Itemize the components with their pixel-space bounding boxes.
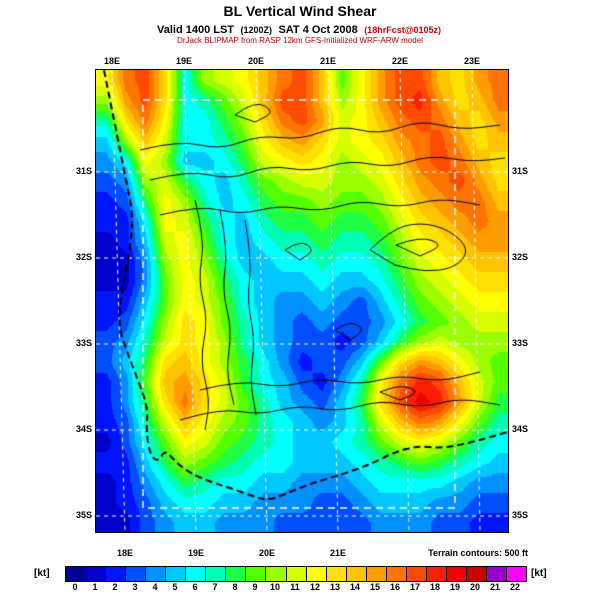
lon-label-bottom-18E: 18E	[116, 548, 133, 558]
colorbar-tick-3: 3	[132, 582, 138, 592]
colorbar-block-10	[266, 567, 287, 581]
colorbar-block-11	[286, 567, 307, 581]
lat-label-right-34S: 34S	[512, 424, 529, 434]
lat-label-left-33S: 33S	[75, 338, 92, 348]
colorbar-block-3	[126, 567, 147, 581]
valid-time-line: Valid 1400 LST (1200Z) SAT 4 Oct 2008 (1…	[0, 20, 600, 38]
colorbar-tick-12: 12	[309, 582, 320, 592]
colorbar-tick-0: 0	[72, 582, 78, 592]
colorbar-tick-20: 20	[469, 582, 480, 592]
valid-utc-text: (1200Z)	[240, 25, 272, 35]
colorbar-block-9	[246, 567, 267, 581]
lon-label-bottom-19E: 19E	[187, 548, 204, 558]
colorbar-block-0	[66, 567, 87, 581]
lon-label-top-21E: 21E	[319, 56, 336, 66]
colorbar-tick-8: 8	[232, 582, 238, 592]
colorbar-tick-9: 9	[252, 582, 258, 592]
lon-label-top-18E: 18E	[103, 56, 120, 66]
colorbar-tick-15: 15	[369, 582, 380, 592]
colorbar-block-17	[406, 567, 427, 581]
colorbar-block-15	[366, 567, 387, 581]
page-title: BL Vertical Wind Shear	[223, 3, 377, 19]
colorbar-tick-17: 17	[409, 582, 420, 592]
unit-label-right: [kt]	[531, 568, 547, 579]
colorbar-tick-18: 18	[429, 582, 440, 592]
colorbar-block-4	[146, 567, 167, 581]
colorbar-block-12	[306, 567, 327, 581]
lon-label-top-20E: 20E	[247, 56, 264, 66]
colorbar-block-1	[86, 567, 107, 581]
colorbar-block-5	[166, 567, 187, 581]
colorbar-block-19	[446, 567, 467, 581]
colorbar-tick-4: 4	[152, 582, 158, 592]
colorbar-block-20	[466, 567, 487, 581]
colorbar-block-16	[386, 567, 407, 581]
colorbar-tick-1: 1	[92, 582, 98, 592]
lon-label-bottom-20E: 20E	[258, 548, 275, 558]
lon-label-bottom-21E: 21E	[329, 548, 346, 558]
windshear-field-canvas	[96, 70, 508, 532]
lat-label-left-34S: 34S	[75, 424, 92, 434]
colorbar-tick-11: 11	[290, 582, 300, 592]
colorbar-tick-13: 13	[329, 582, 340, 592]
colorbar-tick-2: 2	[112, 582, 118, 592]
colorbar-tick-21: 21	[489, 582, 500, 592]
colorbar-tick-6: 6	[192, 582, 198, 592]
colorbar-tick-22: 22	[509, 582, 520, 592]
lat-label-left-32S: 32S	[75, 252, 92, 262]
lat-label-left-35S: 35S	[75, 510, 92, 520]
colorbar-block-22	[507, 567, 527, 581]
colorbar	[65, 566, 527, 582]
unit-label-left: [kt]	[34, 568, 50, 579]
colorbar-block-21	[486, 567, 508, 581]
colorbar-block-14	[346, 567, 367, 581]
colorbar-block-18	[426, 567, 447, 581]
terrain-contours-note: Terrain contours: 500 ft	[428, 548, 528, 558]
colorbar-block-2	[106, 567, 127, 581]
lat-label-right-33S: 33S	[512, 338, 529, 348]
lat-label-right-31S: 31S	[512, 166, 529, 176]
lon-label-top-19E: 19E	[175, 56, 192, 66]
colorbar-block-7	[206, 567, 227, 581]
lon-label-top-22E: 22E	[391, 56, 408, 66]
colorbar-tick-16: 16	[389, 582, 400, 592]
forecast-note-text: (18hrFcst@0105z)	[364, 25, 441, 35]
valid-time-text: Valid 1400 LST	[156, 24, 235, 36]
lat-label-right-35S: 35S	[512, 510, 529, 520]
colorbar-tick-10: 10	[269, 582, 280, 592]
colorbar-tick-7: 7	[212, 582, 218, 592]
colorbar-block-6	[186, 567, 207, 581]
valid-date-text: SAT 4 Oct 2008	[278, 24, 358, 36]
lon-label-top-23E: 23E	[463, 56, 480, 66]
lat-label-right-32S: 32S	[512, 252, 529, 262]
colorbar-tick-19: 19	[449, 582, 460, 592]
lat-label-left-31S: 31S	[75, 166, 92, 176]
colorbar-tick-5: 5	[172, 582, 178, 592]
model-credit-line: DrJack BLIPMAP from RASP 12km GFS-Initia…	[177, 36, 423, 45]
colorbar-tick-14: 14	[349, 582, 360, 592]
map-frame	[95, 69, 509, 533]
colorbar-block-8	[226, 567, 247, 581]
colorbar-block-13	[326, 567, 347, 581]
